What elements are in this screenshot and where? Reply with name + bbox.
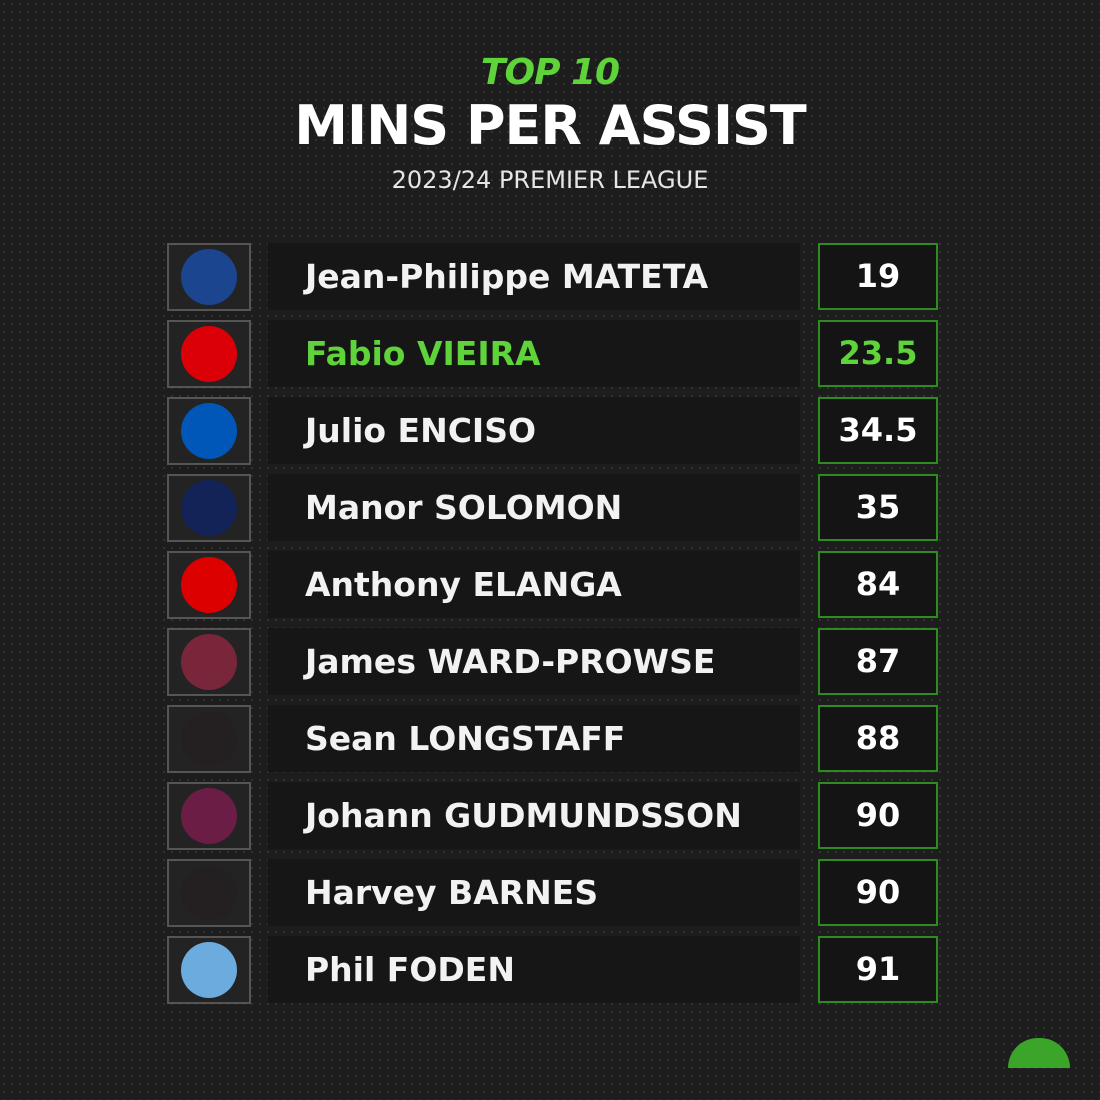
table-row: Fabio VIEIRA 23.5: [167, 320, 938, 388]
club-badge: [167, 551, 251, 619]
subtitle: 2023/24 PREMIER LEAGUE: [391, 166, 709, 194]
title: MINS PER ASSIST: [294, 94, 807, 157]
table-row: James WARD-PROWSE 87: [167, 628, 938, 696]
club-badge: [167, 936, 251, 1004]
player-name: Julio ENCISO: [268, 397, 800, 464]
mins-per-assist: 34.5: [818, 397, 938, 464]
player-name: Harvey BARNES: [268, 859, 800, 926]
mins-per-assist: 35: [818, 474, 938, 541]
badge-icon: [181, 711, 237, 767]
table-row: Phil FODEN 91: [167, 936, 938, 1004]
badge-icon: [181, 403, 237, 459]
player-name: Jean-Philippe MATETA: [268, 243, 800, 310]
player-name: James WARD-PROWSE: [268, 628, 800, 695]
mins-per-assist: 88: [818, 705, 938, 772]
badge-icon: [181, 249, 237, 305]
table-row: Anthony ELANGA 84: [167, 551, 938, 619]
badge-icon: [181, 634, 237, 690]
table-row: Jean-Philippe MATETA 19: [167, 243, 938, 311]
club-badge: [167, 474, 251, 542]
club-badge: [167, 859, 251, 927]
club-badge: [167, 628, 251, 696]
table-row: Julio ENCISO 34.5: [167, 397, 938, 465]
player-name: Johann GUDMUNDSSON: [268, 782, 800, 849]
player-name: Sean LONGSTAFF: [268, 705, 800, 772]
badge-icon: [181, 326, 237, 382]
player-name: Anthony ELANGA: [268, 551, 800, 618]
badge-icon: [181, 557, 237, 613]
table-row: Harvey BARNES 90: [167, 859, 938, 927]
player-name: Phil FODEN: [268, 936, 800, 1003]
kicker: TOP 10: [480, 52, 620, 93]
player-name: Manor SOLOMON: [268, 474, 800, 541]
mins-per-assist: 23.5: [818, 320, 938, 387]
table-row: Manor SOLOMON 35: [167, 474, 938, 542]
badge-icon: [181, 865, 237, 921]
badge-icon: [181, 480, 237, 536]
mins-per-assist: 87: [818, 628, 938, 695]
badge-icon: [181, 942, 237, 998]
table-row: Johann GUDMUNDSSON 90: [167, 782, 938, 850]
mins-per-assist: 90: [818, 859, 938, 926]
table-row: Sean LONGSTAFF 88: [167, 705, 938, 773]
mins-per-assist: 91: [818, 936, 938, 1003]
player-name: Fabio VIEIRA: [268, 320, 800, 387]
brand-logo: [1008, 1038, 1070, 1068]
club-badge: [167, 705, 251, 773]
club-badge: [167, 397, 251, 465]
mins-per-assist: 90: [818, 782, 938, 849]
club-badge: [167, 243, 251, 311]
club-badge: [167, 320, 251, 388]
mins-per-assist: 84: [818, 551, 938, 618]
club-badge: [167, 782, 251, 850]
badge-icon: [181, 788, 237, 844]
mins-per-assist: 19: [818, 243, 938, 310]
